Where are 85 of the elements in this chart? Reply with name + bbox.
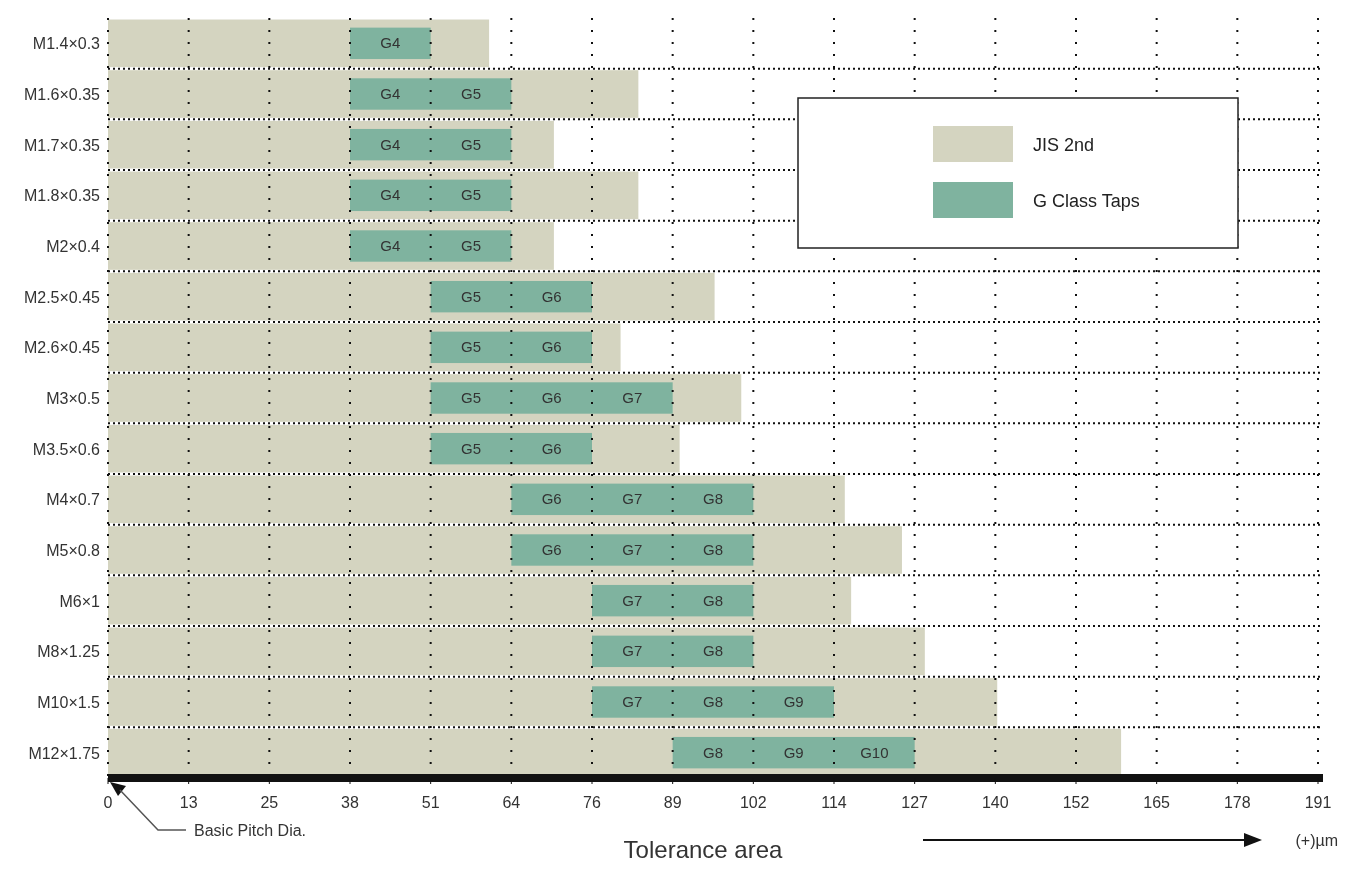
annotation: G6 xyxy=(541,287,562,305)
annotation: G9 xyxy=(783,743,804,761)
y-tick-label: M6×1 xyxy=(59,592,101,610)
x-tick-label: 114 xyxy=(821,794,847,811)
annotation: G5 xyxy=(460,389,482,406)
x-tick-label: 76 xyxy=(583,794,601,811)
x-tick-label: 89 xyxy=(663,794,682,811)
text: (+)µm xyxy=(1295,832,1338,849)
annotation: G5 xyxy=(460,186,482,204)
annotation: G5 xyxy=(460,237,482,254)
annotation: G6 xyxy=(541,490,562,508)
bar xyxy=(350,230,512,262)
annotation: G9 xyxy=(783,693,804,710)
annotation: G5 xyxy=(460,85,482,102)
annotation: G5 xyxy=(460,287,482,305)
x-tick-label: 165 xyxy=(1143,794,1171,811)
bar xyxy=(350,179,512,212)
y-tick-label: M8×1.25 xyxy=(37,643,101,661)
bar xyxy=(430,331,592,364)
annotation: G8 xyxy=(702,642,724,660)
y-tick-label: M10×1.5 xyxy=(37,694,101,711)
y-tick-label: M2×0.4 xyxy=(46,238,101,255)
annotation: G6 xyxy=(541,541,562,558)
y-tick-label: M1.7×0.35 xyxy=(23,136,101,154)
bar xyxy=(350,128,512,161)
annotation: G4 xyxy=(380,135,401,153)
annotation: G4 xyxy=(380,237,401,254)
annotation: G7 xyxy=(622,642,643,660)
x-tick-label: 64 xyxy=(502,794,521,811)
y-tick-label: M5×0.8 xyxy=(46,542,101,559)
bar xyxy=(672,736,915,769)
annotation: G8 xyxy=(702,591,724,609)
bar xyxy=(592,635,754,668)
y-tick-label: M3×0.5 xyxy=(46,390,101,407)
x-tick-label: 191 xyxy=(1304,794,1332,811)
x-tick-label: 38 xyxy=(341,794,359,811)
bar xyxy=(430,280,592,313)
x-tick-label: 102 xyxy=(739,794,767,811)
x-axis-title: Tolerance area xyxy=(623,836,784,863)
annotation: G8 xyxy=(702,693,724,710)
bar xyxy=(511,483,754,516)
annotation: G4 xyxy=(380,34,401,52)
annotation: G6 xyxy=(541,338,562,356)
x-tick-label: 152 xyxy=(1062,794,1090,811)
annotation: G8 xyxy=(702,541,724,558)
legend-label: JIS 2nd xyxy=(1033,135,1095,155)
annotation: G5 xyxy=(460,338,482,356)
x-tick-label: 140 xyxy=(981,794,1009,811)
bar xyxy=(430,432,592,465)
annotation: G10 xyxy=(860,743,889,761)
bar xyxy=(592,686,834,718)
annotation: G7 xyxy=(622,389,643,406)
bar xyxy=(350,27,431,60)
annotation: G4 xyxy=(380,85,401,102)
bar xyxy=(350,78,512,110)
y-tick-label: M1.8×0.35 xyxy=(23,187,101,205)
annotation: G6 xyxy=(541,439,562,457)
x-tick-label: 178 xyxy=(1223,794,1251,811)
annotation: G5 xyxy=(460,135,482,153)
y-tick-label: M4×0.7 xyxy=(46,491,101,509)
y-tick-label: M1.4×0.3 xyxy=(32,35,101,53)
annotation: G8 xyxy=(702,743,724,761)
x-tick-label: 127 xyxy=(901,794,929,811)
bar xyxy=(511,534,754,566)
annotation: G4 xyxy=(380,186,401,204)
annotation: G8 xyxy=(702,490,724,508)
x-tick-label: 13 xyxy=(179,794,198,811)
annotation: G6 xyxy=(541,389,562,406)
x-tick-label: 25 xyxy=(260,794,279,811)
y-tick-label: M3.5×0.6 xyxy=(32,440,101,458)
annotation: G7 xyxy=(622,693,643,710)
legend-label: G Class Taps xyxy=(1033,191,1140,211)
x-tick-label: 0 xyxy=(103,794,113,811)
text: Basic Pitch Dia. xyxy=(194,822,307,839)
x-tick-label: 51 xyxy=(421,794,440,811)
y-tick-label: M2.5×0.45 xyxy=(23,288,101,306)
bar xyxy=(430,382,673,414)
y-tick-label: M12×1.75 xyxy=(28,744,101,762)
y-tick-label: M2.6×0.45 xyxy=(23,339,101,357)
annotation: G7 xyxy=(622,541,643,558)
annotation: G5 xyxy=(460,439,482,457)
annotation: G7 xyxy=(622,490,643,508)
annotation: G7 xyxy=(622,591,643,609)
bar xyxy=(592,584,754,617)
y-tick-label: M1.6×0.35 xyxy=(23,86,101,103)
